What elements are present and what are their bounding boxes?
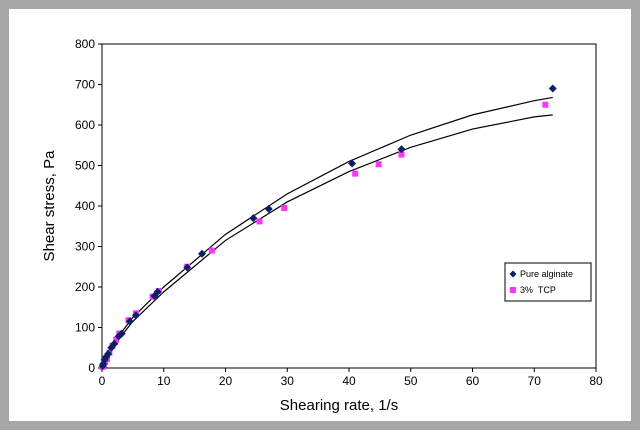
shear-stress-chart: 0 100 200 300 400 500 600 700 800 0 10 20 30 40 50 60 7… [41, 37, 603, 414]
x-axis-title: Shearing rate, 1/s [280, 397, 398, 414]
y-tick-label: 400 [75, 199, 95, 213]
legend-marker-pure-alginate [509, 270, 517, 278]
pure-alginate-point [264, 204, 273, 213]
fit-curves [101, 96, 553, 369]
y-tick-label: 800 [75, 37, 95, 51]
y-tick-label: 0 [88, 361, 95, 375]
tcp-point [281, 205, 288, 212]
y-tick-label: 300 [75, 240, 95, 254]
pure-alginate-point [104, 349, 113, 358]
tcp-point [398, 151, 405, 158]
y-axis-ticks: 0 100 200 300 400 500 600 700 800 [75, 37, 102, 375]
tcp-point [375, 161, 382, 168]
x-tick-label: 80 [589, 374, 603, 388]
tcp-point [256, 218, 263, 225]
x-tick-label: 0 [99, 374, 106, 388]
x-axis-ticks: 0 10 20 30 40 50 60 70 80 [99, 368, 603, 388]
pure-alginate-point [183, 263, 192, 272]
legend-box [504, 262, 592, 302]
pure-alginate-point [153, 287, 162, 296]
tcp-point [542, 101, 549, 108]
x-tick-label: 30 [281, 374, 295, 388]
x-tick-label: 60 [466, 374, 480, 388]
fit-line-0 [101, 96, 553, 369]
y-tick-label: 700 [75, 78, 95, 92]
pure-alginate-point [397, 145, 406, 154]
chart-frame: 0 100 200 300 400 500 600 700 800 0 10 20 30 40 50 60 7… [9, 9, 631, 421]
pure-alginate-point [131, 311, 140, 320]
y-axis-title: Shear stress, Pa [41, 150, 58, 262]
tcp-point [208, 247, 215, 254]
pure-alginate-point [125, 317, 134, 326]
pure-alginate-point [348, 159, 357, 168]
y-tick-label: 500 [75, 159, 95, 173]
pure-alginate-point [198, 249, 207, 258]
fit-line-1 [101, 114, 553, 369]
x-tick-label: 20 [219, 374, 233, 388]
pure-alginate-point [548, 84, 557, 93]
pure-alginate-point [110, 339, 119, 348]
x-tick-label: 40 [342, 374, 356, 388]
y-tick-label: 200 [75, 280, 95, 294]
tcp-point [352, 170, 359, 177]
legend: Pure alginate 3% TCP [504, 262, 592, 302]
x-tick-label: 50 [404, 374, 418, 388]
legend-label-pure-alginate: Pure alginate [520, 269, 573, 279]
tcp-point [113, 336, 120, 343]
legend-marker-tcp [510, 287, 516, 293]
plot-area [101, 43, 597, 369]
y-tick-label: 100 [75, 321, 95, 335]
pure-alginate-point [249, 214, 258, 223]
x-tick-label: 70 [528, 374, 542, 388]
pure-alginate-point [117, 329, 126, 338]
legend-label-tcp: 3% TCP [520, 285, 556, 295]
y-tick-label: 600 [75, 118, 95, 132]
x-tick-label: 10 [157, 374, 171, 388]
data-markers [98, 84, 557, 370]
